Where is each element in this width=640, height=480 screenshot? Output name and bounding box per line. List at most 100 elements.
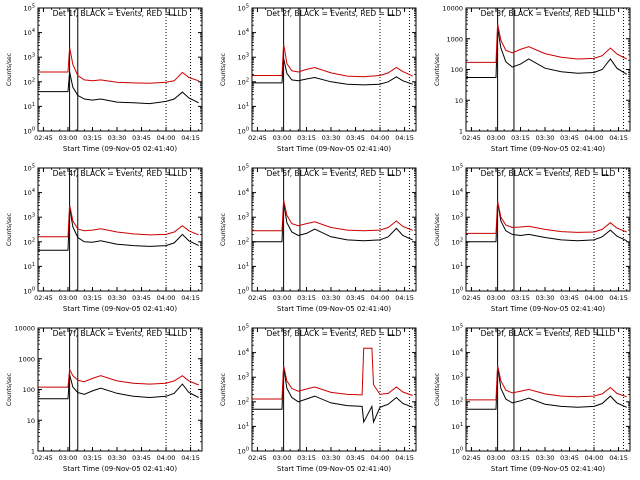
y-tick-exponent: 2 xyxy=(460,237,463,243)
x-axis-label: Start Time (09-Nov-05 02:41:40) xyxy=(63,305,177,313)
y-tick-label: 10 xyxy=(455,97,463,105)
y-axis-label: Counts/sec xyxy=(220,53,227,86)
y-tick-exponent: 1 xyxy=(246,102,249,108)
y-tick-exponent: 4 xyxy=(246,28,249,34)
x-tick-label: 03:30 xyxy=(322,294,341,302)
y-tick-label: 103 xyxy=(24,213,35,222)
bracket-marker xyxy=(168,329,176,336)
y-tick-exponent: 1 xyxy=(460,262,463,268)
plot-frame xyxy=(465,7,631,132)
y-tick-label: 101 xyxy=(238,422,249,431)
x-tick-label: 03:15 xyxy=(83,294,102,302)
y-tick-exponent: 4 xyxy=(460,188,463,194)
x-tick-label: 04:15 xyxy=(395,454,414,462)
x-tick-label: 02:45 xyxy=(248,134,267,142)
bracket-marker xyxy=(387,329,395,336)
x-tick-label: 03:00 xyxy=(273,454,292,462)
series-lld-line xyxy=(38,367,199,388)
y-tick-label: 103 xyxy=(452,213,463,222)
y-tick-exponent: 5 xyxy=(246,4,249,10)
x-tick-label: 03:45 xyxy=(132,134,151,142)
series-lld-line xyxy=(252,199,413,232)
x-tick-label: 03:30 xyxy=(536,134,555,142)
y-tick-label: 102 xyxy=(238,237,249,246)
y-tick-exponent: 2 xyxy=(32,77,35,83)
chart-title: Det 9f, BLACK = Events, RED = LLD xyxy=(481,329,616,338)
x-tick-label: 03:45 xyxy=(132,454,151,462)
x-tick-label: 04:00 xyxy=(157,134,176,142)
x-tick-label: 04:00 xyxy=(371,134,390,142)
y-tick-label: 100 xyxy=(24,127,35,136)
x-tick-label: 03:30 xyxy=(536,454,555,462)
chart-title: Det 3f, BLACK = Events, RED = LLD xyxy=(481,9,616,18)
y-tick-label: 102 xyxy=(24,237,35,246)
x-tick-label: 02:45 xyxy=(34,454,53,462)
y-tick-exponent: 0 xyxy=(32,287,35,293)
series-lld-line xyxy=(252,43,413,78)
x-tick-label: 04:15 xyxy=(395,134,414,142)
y-tick-label: 103 xyxy=(452,373,463,382)
y-tick-label: 102 xyxy=(24,77,35,86)
bracket-marker xyxy=(168,9,176,16)
y-tick-exponent: 1 xyxy=(246,262,249,268)
y-tick-exponent: 4 xyxy=(32,188,35,194)
plot-frame xyxy=(37,167,203,292)
y-tick-label: 1000 xyxy=(446,35,463,43)
panel-1: Det 1f, BLACK = Events, RED = LLD Counts/… xyxy=(6,4,203,153)
y-tick-label: 100 xyxy=(23,386,35,394)
x-tick-label: 03:45 xyxy=(560,454,579,462)
x-tick-label: 03:45 xyxy=(346,134,365,142)
y-tick-label: 1 xyxy=(459,128,463,136)
y-tick-label: 103 xyxy=(24,53,35,62)
y-axis-label: Counts/sec xyxy=(6,213,13,246)
y-tick-exponent: 2 xyxy=(32,237,35,243)
y-tick-exponent: 4 xyxy=(460,348,463,354)
series-events-line xyxy=(466,28,627,78)
x-axis-label: Start Time (09-Nov-05 02:41:40) xyxy=(491,305,605,313)
x-tick-label: 02:45 xyxy=(248,454,267,462)
y-axis-label: Counts/sec xyxy=(434,213,441,246)
chart-title: Det 8f, BLACK = Events, RED = LLD xyxy=(267,329,402,338)
y-tick-label: 105 xyxy=(238,4,249,13)
y-tick-label: 101 xyxy=(24,102,35,111)
bracket-marker xyxy=(601,169,609,176)
series-events-line xyxy=(38,207,199,251)
y-tick-label: 102 xyxy=(238,397,249,406)
x-tick-label: 03:30 xyxy=(108,294,127,302)
x-tick-label: 03:30 xyxy=(322,454,341,462)
x-tick-label: 03:00 xyxy=(59,454,78,462)
panel-5: Det 5f, BLACK = Events, RED = LLD Counts/… xyxy=(220,164,417,313)
y-tick-exponent: 3 xyxy=(246,373,249,379)
plot-frame xyxy=(465,167,631,292)
y-tick-exponent: 3 xyxy=(32,53,35,59)
y-tick-exponent: 1 xyxy=(32,102,35,108)
y-tick-exponent: 0 xyxy=(246,447,249,453)
series-events-line xyxy=(252,58,413,86)
y-tick-exponent: 1 xyxy=(246,422,249,428)
panel-8: Det 8f, BLACK = Events, RED = LLD Counts/… xyxy=(220,324,417,473)
x-tick-label: 03:30 xyxy=(108,454,127,462)
x-tick-label: 04:15 xyxy=(181,134,200,142)
x-tick-label: 04:15 xyxy=(181,294,200,302)
panel-3: Det 3f, BLACK = Events, RED = LLD Counts/… xyxy=(434,5,631,153)
y-tick-label: 105 xyxy=(238,164,249,173)
y-tick-label: 102 xyxy=(452,237,463,246)
bracket-marker xyxy=(596,329,604,336)
x-tick-label: 03:45 xyxy=(346,294,365,302)
series-events-line xyxy=(38,71,199,105)
y-tick-label: 103 xyxy=(238,53,249,62)
y-tick-label: 101 xyxy=(452,422,463,431)
chart-title: Det 6f, BLACK = Events, RED = LLD xyxy=(481,169,616,178)
y-tick-label: 104 xyxy=(238,188,249,197)
chart-title: Det 2f, BLACK = Events, RED = LLD xyxy=(267,9,402,18)
y-tick-label: 105 xyxy=(238,324,249,333)
plot-frame xyxy=(251,7,417,132)
y-axis-label: Counts/sec xyxy=(434,373,441,406)
y-axis-label: Counts/sec xyxy=(220,373,227,406)
x-tick-label: 03:15 xyxy=(297,454,316,462)
y-tick-label: 101 xyxy=(24,262,35,271)
x-tick-label: 03:45 xyxy=(132,294,151,302)
x-tick-label: 03:45 xyxy=(560,134,579,142)
y-tick-exponent: 5 xyxy=(460,164,463,170)
y-tick-label: 101 xyxy=(238,262,249,271)
